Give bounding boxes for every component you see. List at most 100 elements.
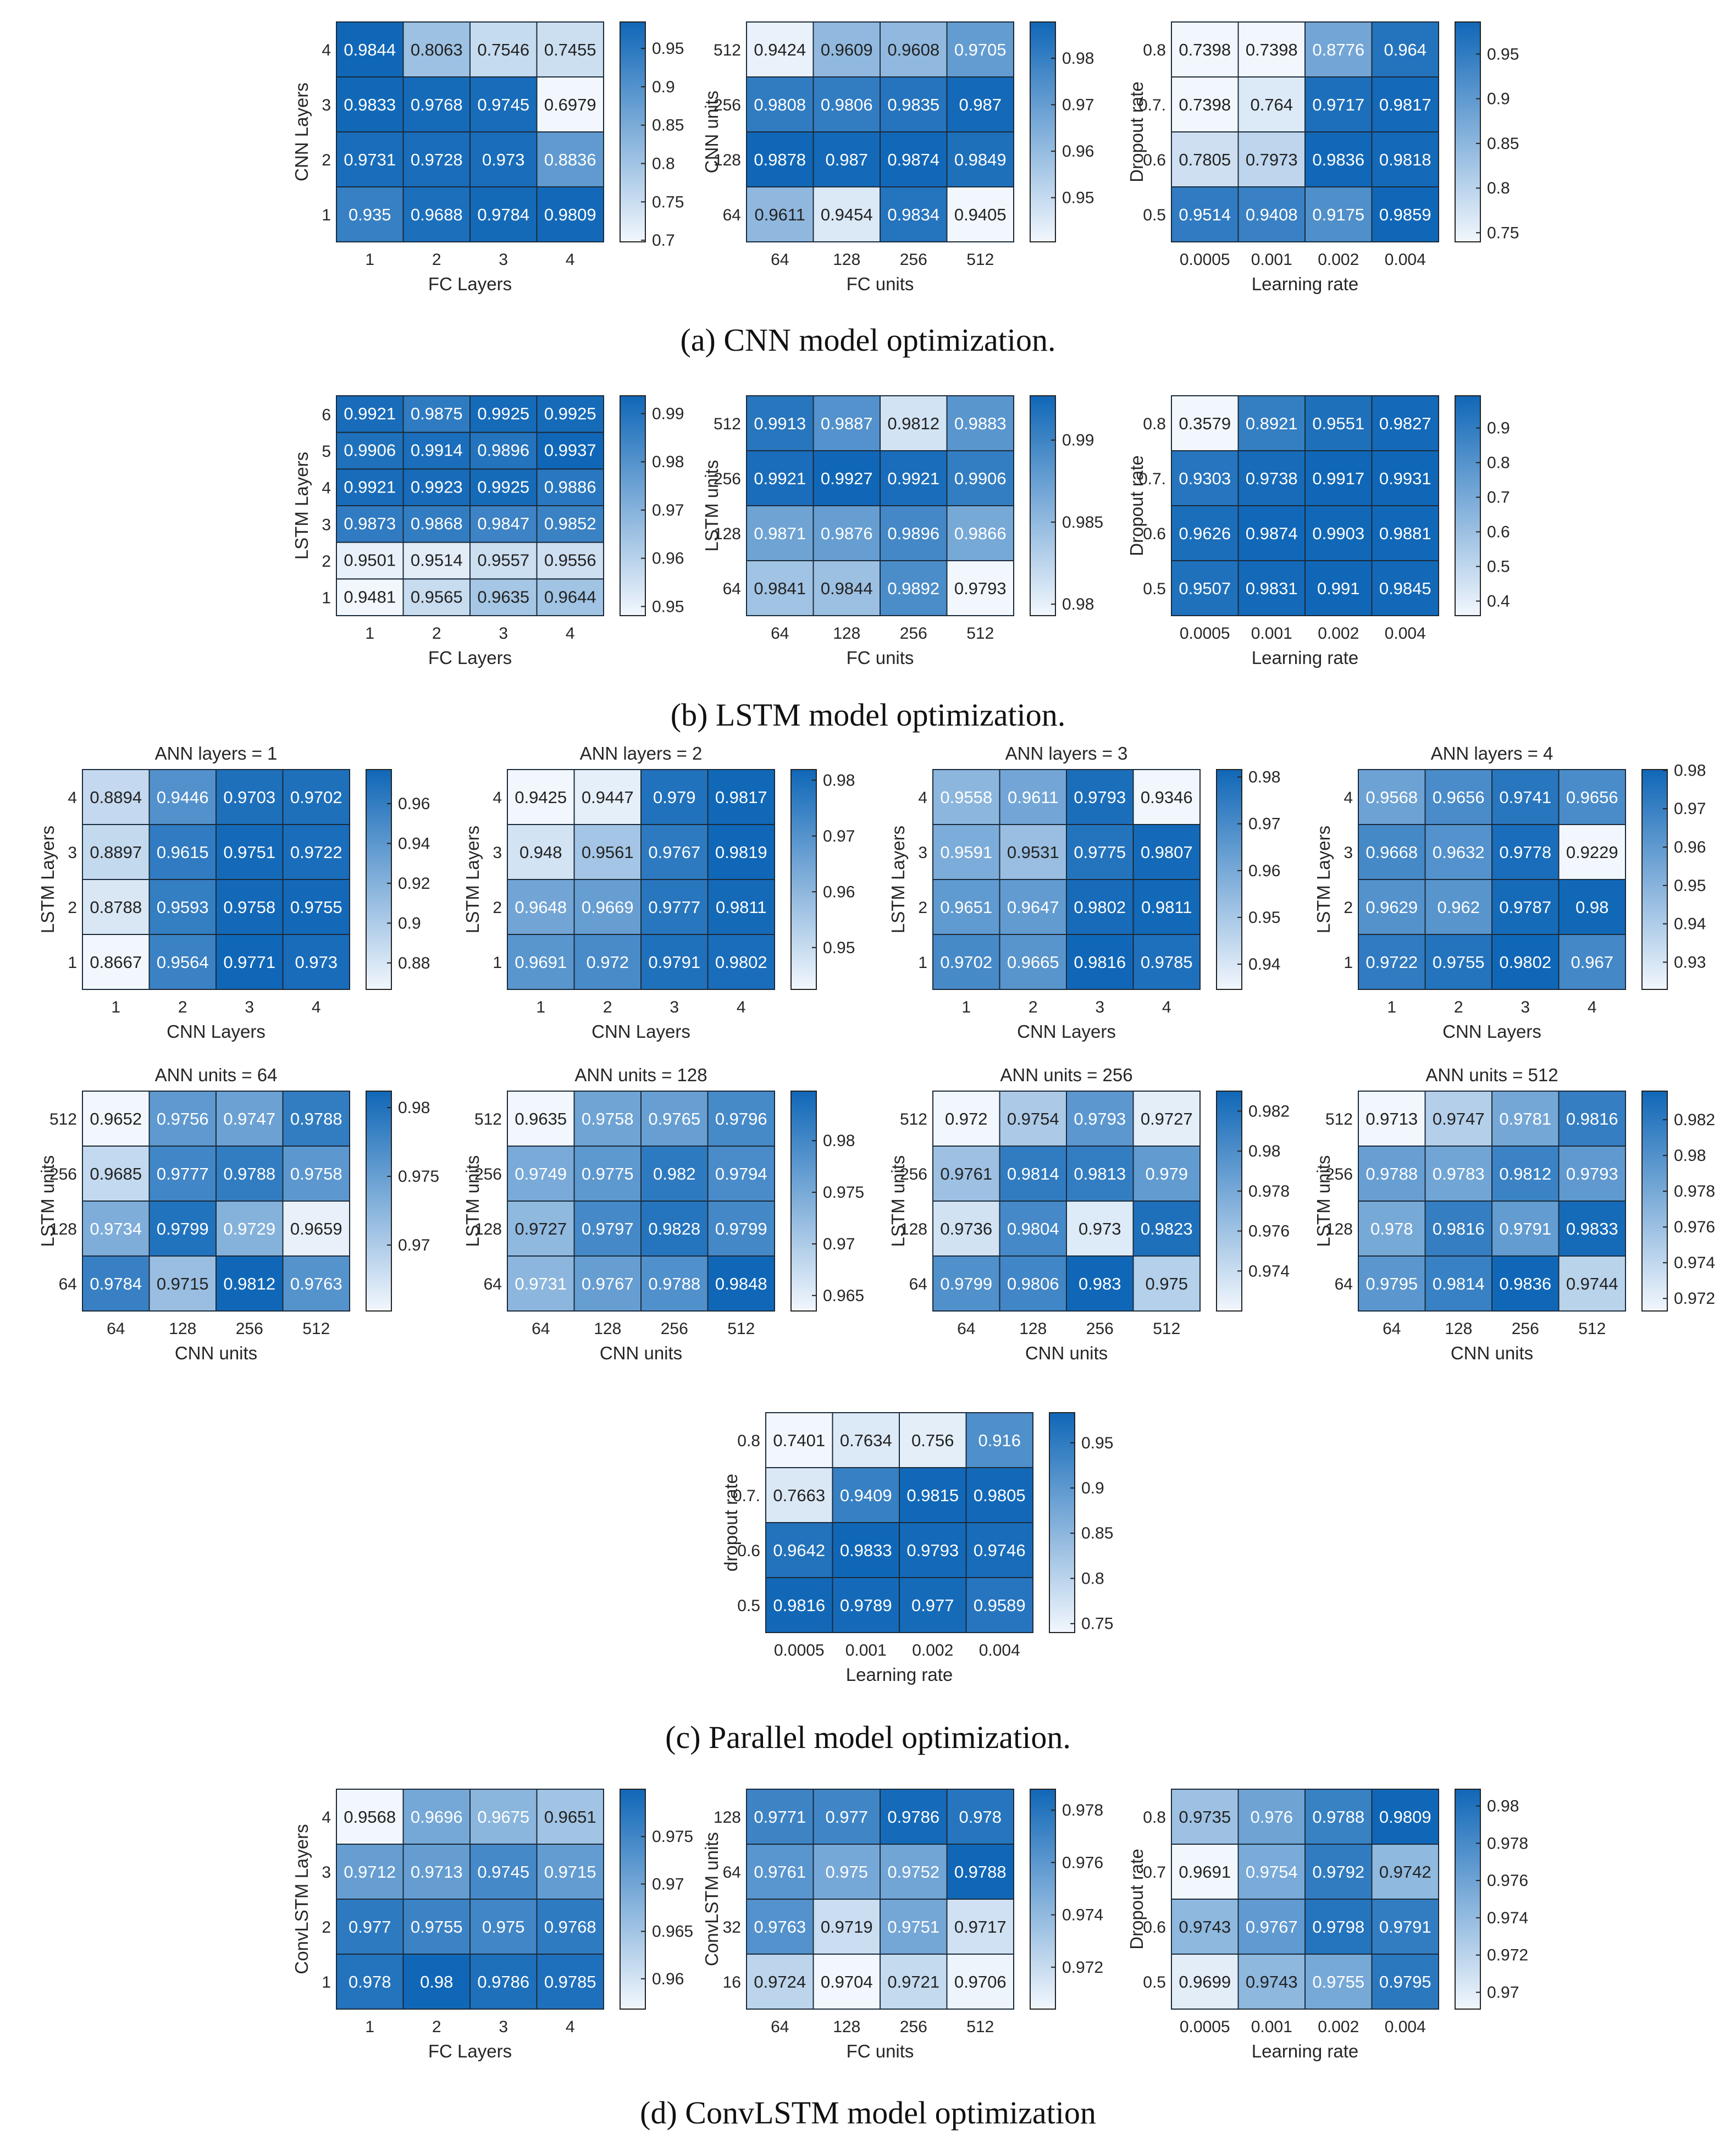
heatmap-cell (1171, 450, 1239, 506)
cell-value-label: 0.967 (1571, 953, 1613, 972)
heatmap-cell (640, 824, 709, 880)
heatmap-cell (402, 431, 471, 470)
x-tick-label: 64 (771, 2018, 789, 2036)
cell-value-label: 0.98 (1575, 898, 1608, 917)
heatmap-cell (746, 186, 814, 242)
heatmap-cell (573, 1146, 642, 1202)
heatmap-cell (469, 468, 538, 506)
cell-value-label: 0.3579 (1179, 414, 1231, 433)
colorbar (1049, 1412, 1075, 1633)
colorbar-tick-label: 0.965 (823, 1287, 864, 1305)
colorbar-tick-label: 0.8 (1081, 1569, 1104, 1587)
cell-value-label: 0.9817 (1379, 95, 1431, 114)
cell-value-label: 0.9706 (954, 1972, 1007, 1991)
heatmap-cell (1304, 450, 1373, 506)
colorbar-tick-label: 0.978 (1674, 1182, 1715, 1200)
cell-value-label: 0.978 (349, 1972, 391, 1991)
heatmap-cell (765, 1522, 833, 1578)
heatmap-cell (1491, 879, 1560, 935)
cell-value-label: 0.9833 (344, 95, 396, 114)
colorbar-tick-label: 0.95 (1487, 45, 1519, 63)
cell-value-label: 0.7805 (1179, 150, 1231, 169)
colorbar-tick-label: 0.9 (652, 78, 675, 96)
x-axis-label: CNN Layers (167, 1021, 266, 1042)
cell-value-label: 0.9768 (544, 1917, 596, 1937)
heatmap-cell (1304, 1954, 1373, 2010)
cell-value-label: 0.9731 (344, 150, 396, 169)
y-tick-label: 2 (322, 1918, 331, 1937)
cell-value-label: 0.7398 (1179, 40, 1231, 59)
heatmap-cell (946, 1899, 1014, 1955)
cell-value-label: 0.7634 (840, 1431, 892, 1450)
cell-value-label: 0.9722 (290, 843, 342, 862)
y-tick-label: 2 (1344, 899, 1353, 917)
heatmap-cell (1558, 1255, 1626, 1312)
y-axis-label: ConvLSTM Layers (291, 1824, 312, 1974)
cell-value-label: 0.9775 (582, 1164, 634, 1183)
cell-value-label: 0.9647 (1007, 898, 1059, 917)
colorbar-tick-label: 0.976 (1062, 1854, 1103, 1872)
chart-title: ANN layers = 2 (580, 743, 703, 764)
cell-value-label: 0.9921 (887, 469, 939, 488)
heatmap-cell (1304, 1844, 1373, 1900)
cell-value-label: 0.9346 (1141, 788, 1193, 807)
cell-value-label: 0.9715 (544, 1862, 596, 1882)
cell-value-label: 0.9745 (477, 1862, 529, 1882)
cell-value-label: 0.9768 (411, 95, 463, 114)
cell-value-label: 0.9805 (974, 1486, 1026, 1505)
colorbar-tick-label: 0.7 (652, 231, 675, 250)
cell-value-label: 0.9747 (223, 1109, 275, 1128)
y-axis-label: Dropout rate (1126, 1849, 1147, 1949)
x-axis-label: CNN Layers (1442, 1021, 1541, 1042)
heatmap-cell (148, 1146, 217, 1202)
heatmap-cell (1132, 934, 1201, 990)
x-axis-label: CNN Layers (591, 1021, 690, 1042)
colorbar-tick-label: 0.97 (823, 827, 855, 845)
cell-value-label: 0.9917 (1312, 469, 1364, 488)
cell-value-label: 0.9651 (940, 898, 992, 917)
colorbar (1641, 1091, 1668, 1312)
colorbar-tick-label: 0.98 (398, 1099, 430, 1117)
x-tick-label: 2 (432, 251, 441, 269)
cell-value-label: 0.9729 (223, 1219, 275, 1238)
y-axis-label: Dropout rate (1126, 455, 1147, 556)
y-tick-label: 0.8 (1143, 41, 1166, 59)
cell-value-label: 0.9831 (1246, 579, 1298, 598)
y-tick-label: 0.8 (1143, 415, 1166, 433)
heatmap-cell (880, 131, 948, 187)
heatmap-cell (536, 76, 604, 132)
cell-value-label: 0.9738 (1246, 469, 1298, 488)
x-tick-label: 0.0005 (774, 1641, 825, 1659)
heatmap-cell (832, 1522, 900, 1578)
heatmap-cell (1132, 1200, 1201, 1257)
heatmap-cell (1424, 1200, 1492, 1257)
cell-value-label: 0.9691 (1179, 1862, 1231, 1882)
colorbar-tick-label: 0.85 (652, 117, 684, 135)
y-tick-label: 512 (900, 1110, 927, 1128)
cell-value-label: 0.8788 (90, 898, 142, 917)
heatmap-cell (965, 1522, 1033, 1578)
colorbar-tick-label: 0.94 (1674, 915, 1706, 933)
heatmap-cell (573, 1255, 642, 1312)
cell-value-label: 0.9859 (1379, 205, 1431, 224)
chart-title: ANN units = 128 (574, 1065, 707, 1085)
cell-value-label: 0.9557 (477, 551, 529, 570)
cell-value-label: 0.9767 (582, 1274, 634, 1293)
colorbar-tick-label: 0.6 (1487, 523, 1510, 541)
cell-value-label: 0.9771 (754, 1807, 806, 1827)
cell-value-label: 0.9814 (1007, 1164, 1059, 1183)
x-tick-label: 64 (771, 251, 789, 269)
cell-value-label: 0.9795 (1365, 1274, 1418, 1293)
x-tick-label: 256 (661, 1320, 688, 1338)
colorbar (1030, 21, 1056, 242)
heatmap-cell (1304, 1899, 1373, 1955)
cell-value-label: 0.9793 (906, 1541, 959, 1560)
heatmap-cell (1491, 934, 1560, 990)
heatmap-cell (82, 1200, 150, 1257)
heatmap-cell (932, 1091, 1000, 1147)
y-tick-label: 3 (918, 844, 927, 862)
cell-value-label: 0.9745 (477, 95, 529, 114)
cell-value-label: 0.9836 (1499, 1274, 1551, 1293)
colorbar-tick-label: 0.95 (1674, 877, 1706, 895)
heatmap-cell (999, 824, 1067, 880)
